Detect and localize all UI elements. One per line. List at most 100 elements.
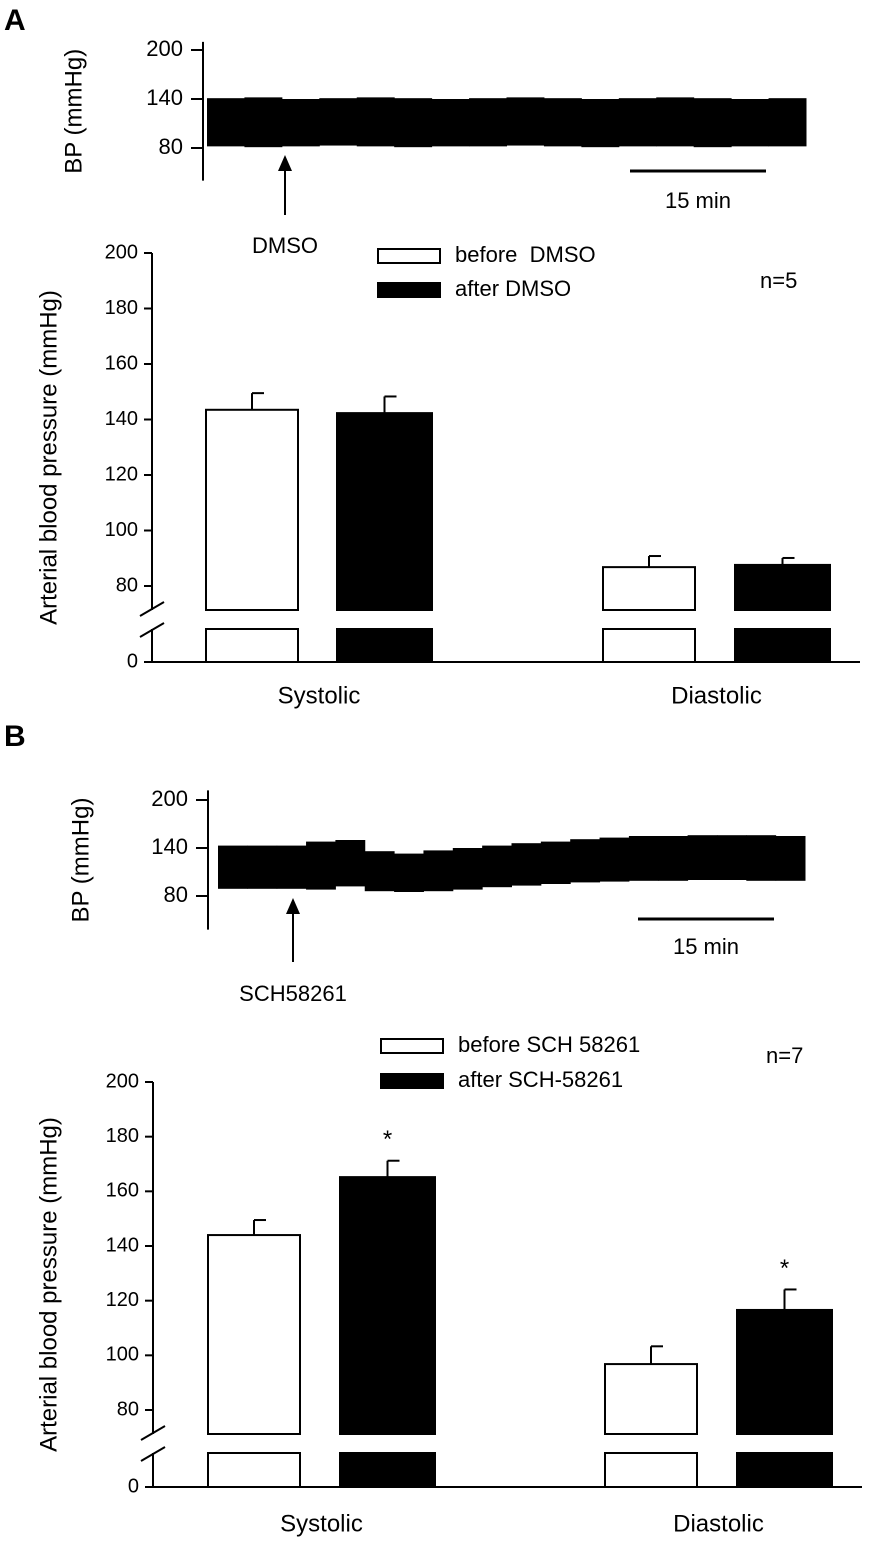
y-tick-label: 140 xyxy=(146,85,183,110)
annotation: SCH58261 xyxy=(239,981,347,1006)
legend-swatch xyxy=(380,1038,444,1054)
bar-base xyxy=(602,628,696,663)
y-tick-label: 140 xyxy=(151,834,188,859)
y-tick-label: 200 xyxy=(106,1070,139,1092)
annotation: n=7 xyxy=(766,1043,803,1068)
trace-band xyxy=(687,835,718,880)
bar xyxy=(736,1308,833,1435)
significance-marker: * xyxy=(383,1126,392,1153)
y-tick-label: 200 xyxy=(105,241,138,263)
trace-band xyxy=(731,99,770,147)
y-tick-label: 160 xyxy=(106,1180,139,1202)
trace-band xyxy=(319,98,358,146)
axis-break xyxy=(140,1446,166,1462)
legend-label: after DMSO xyxy=(455,276,571,301)
y-tick-label: 80 xyxy=(159,134,183,159)
y-tick-label: 80 xyxy=(116,574,138,596)
x-tick-label: Diastolic xyxy=(671,682,762,709)
significance-marker: * xyxy=(780,1255,789,1282)
y-tick-label: 120 xyxy=(106,1289,139,1311)
trace-band xyxy=(281,99,320,147)
trace-band xyxy=(394,98,433,148)
x-tick-label: Diastolic xyxy=(673,1510,764,1537)
y-tick-label: 80 xyxy=(117,1398,139,1420)
y-tick-label: 120 xyxy=(105,463,138,485)
annotation: n=5 xyxy=(760,268,797,293)
bar xyxy=(336,412,433,611)
bar xyxy=(734,563,831,611)
bar-base xyxy=(339,1452,436,1488)
legend-label: before SCH 58261 xyxy=(458,1032,640,1057)
trace-band xyxy=(543,98,582,147)
bar-base xyxy=(205,628,299,663)
legend-label: after SCH-58261 xyxy=(458,1067,623,1092)
y-tick-label: 200 xyxy=(146,36,183,61)
y-axis-label: BP (mmHg) xyxy=(60,49,87,174)
panel-label: A xyxy=(4,4,26,37)
legend-swatch xyxy=(380,1073,444,1089)
trace-band xyxy=(218,845,248,889)
trace-band xyxy=(628,836,659,881)
y-tick-label: 80 xyxy=(164,882,188,907)
trace-band xyxy=(247,845,278,889)
arrow-head xyxy=(286,898,300,914)
trace-band xyxy=(768,98,807,147)
legend-swatch xyxy=(377,248,441,264)
trace-band xyxy=(693,98,732,148)
y-tick-label: 200 xyxy=(151,786,188,811)
trace-band xyxy=(306,841,336,890)
bar-base xyxy=(736,1452,833,1488)
trace-band xyxy=(423,850,454,892)
y-tick-label: 0 xyxy=(128,1475,139,1497)
x-tick-label: Systolic xyxy=(278,682,361,709)
y-tick-label: 140 xyxy=(105,408,138,430)
bar xyxy=(602,566,696,612)
scale-bar-label: 15 min xyxy=(665,188,731,213)
axis-break xyxy=(140,1425,166,1441)
bar xyxy=(604,1363,698,1435)
trace-band xyxy=(452,848,483,890)
trace-band xyxy=(244,97,283,148)
trace-band xyxy=(581,99,620,148)
y-axis-label: Arterial blood pressure (mmHg) xyxy=(35,290,62,625)
y-axis-label: Arterial blood pressure (mmHg) xyxy=(35,1117,62,1452)
trace-band xyxy=(599,837,630,882)
trace-band xyxy=(618,98,657,147)
trace-band xyxy=(394,853,424,892)
trace-band xyxy=(716,835,747,880)
panel-label: B xyxy=(4,720,26,753)
arrow-head xyxy=(278,155,292,171)
trace-band xyxy=(431,99,470,147)
scale-bar-label: 15 min xyxy=(673,934,739,959)
bar-base xyxy=(207,1452,301,1488)
y-tick-label: 100 xyxy=(105,519,138,541)
bar-base xyxy=(336,628,433,663)
y-tick-label: 0 xyxy=(127,650,138,672)
bar-base xyxy=(734,628,831,663)
trace-band xyxy=(276,845,307,889)
bar-base xyxy=(604,1452,698,1488)
trace-band xyxy=(511,843,542,886)
y-axis-label: BP (mmHg) xyxy=(67,798,94,923)
trace-band xyxy=(356,97,395,147)
bar xyxy=(207,1234,301,1435)
y-tick-label: 180 xyxy=(106,1125,139,1147)
legend-label: before DMSO xyxy=(455,242,596,267)
trace-band xyxy=(570,839,601,883)
x-tick-label: Systolic xyxy=(280,1510,363,1537)
trace-band xyxy=(746,835,777,881)
trace-band xyxy=(469,98,507,147)
axis-break xyxy=(139,601,165,617)
y-tick-label: 160 xyxy=(105,352,138,374)
trace-band xyxy=(335,840,366,887)
trace-band xyxy=(364,851,395,892)
trace-band xyxy=(540,841,571,884)
bar xyxy=(205,408,299,611)
legend-swatch xyxy=(377,282,441,298)
trace-band xyxy=(658,836,689,881)
trace-band xyxy=(656,97,695,147)
bar xyxy=(339,1176,436,1435)
annotation: DMSO xyxy=(252,233,318,258)
y-tick-label: 140 xyxy=(106,1234,139,1256)
